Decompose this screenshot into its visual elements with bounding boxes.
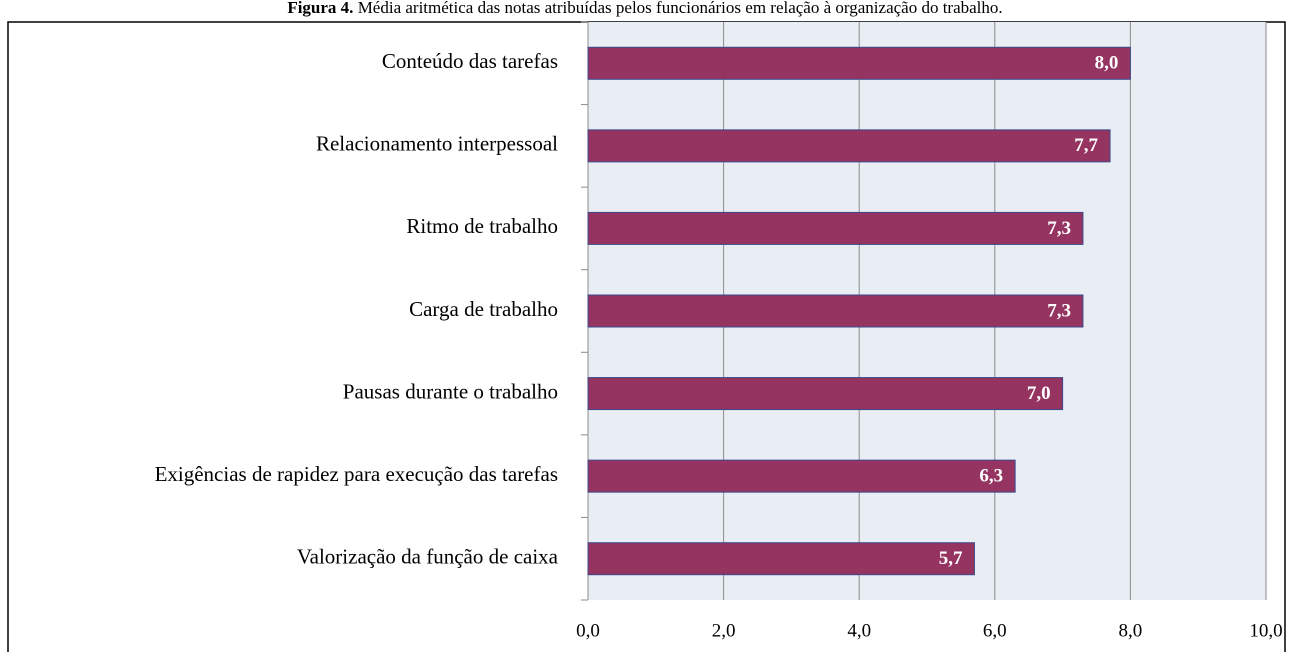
bar bbox=[587, 542, 975, 576]
y-tick-label: Pausas durante o trabalho bbox=[343, 379, 558, 403]
value-label: 7,3 bbox=[1047, 218, 1071, 239]
x-tick-label: 6,0 bbox=[983, 620, 1007, 641]
bar bbox=[587, 211, 1084, 245]
y-tick-label: Relacionamento interpessoal bbox=[316, 132, 558, 156]
x-tick-label: 8,0 bbox=[1119, 620, 1143, 641]
x-tick-label: 4,0 bbox=[847, 620, 871, 641]
x-tick-label: 10,0 bbox=[1249, 620, 1282, 641]
bar bbox=[587, 294, 1084, 328]
y-tick-label: Ritmo de trabalho bbox=[406, 214, 558, 238]
value-label: 6,3 bbox=[979, 466, 1003, 487]
title-text: Média aritmética das notas atribuídas pe… bbox=[358, 0, 1003, 17]
y-tick-label: Valorização da função de caixa bbox=[297, 545, 559, 569]
value-label: 8,0 bbox=[1095, 53, 1119, 74]
x-tick-label: 0,0 bbox=[576, 620, 600, 641]
y-tick-label: Conteúdo das tarefas bbox=[382, 49, 558, 73]
bar bbox=[587, 129, 1111, 163]
value-label: 5,7 bbox=[939, 548, 963, 569]
value-label: 7,3 bbox=[1047, 300, 1071, 321]
y-tick-label: Carga de trabalho bbox=[409, 297, 558, 321]
value-label: 7,0 bbox=[1027, 383, 1051, 404]
chart-title: Figura 4. Média aritmética das notas atr… bbox=[287, 0, 1002, 17]
value-label: 7,7 bbox=[1074, 135, 1098, 156]
figure-label: Figura 4. bbox=[287, 0, 353, 17]
bar bbox=[587, 459, 1016, 493]
bar bbox=[587, 46, 1131, 80]
x-tick-label: 2,0 bbox=[712, 620, 736, 641]
bar bbox=[587, 377, 1064, 411]
y-tick-label: Exigências de rapidez para execução das … bbox=[155, 462, 558, 486]
